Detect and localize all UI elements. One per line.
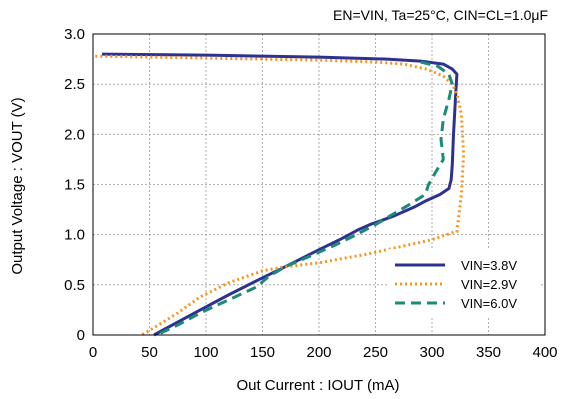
- legend-label-1: VIN=3.8V: [461, 258, 517, 273]
- x-tick-label: 400: [532, 344, 557, 361]
- y-tick-label: 2.5: [64, 76, 85, 93]
- y-tick-label: 0: [77, 327, 85, 344]
- y-tick-label: 1.5: [64, 177, 85, 194]
- series-line-3: [157, 60, 454, 337]
- legend-label-2: VIN=2.9V: [461, 277, 517, 292]
- condition-note: EN=VIN, Ta=25°C, CIN=CL=1.0μF: [333, 7, 548, 23]
- legend-label-3: VIN=6.0V: [461, 296, 517, 311]
- x-tick-label: 150: [250, 344, 275, 361]
- plot-frame: [92, 33, 546, 336]
- y-tick-label: 1.0: [64, 227, 85, 244]
- x-tick-label: 50: [141, 344, 158, 361]
- x-tick-label: 350: [476, 344, 501, 361]
- series-line-1: [101, 52, 459, 337]
- curves: [95, 52, 466, 337]
- y-axis-label: Output Voltage : VOUT (V): [9, 97, 26, 274]
- x-tick-label: 200: [306, 344, 331, 361]
- x-tick-label: 0: [89, 344, 97, 361]
- y-tick-labels: 0 0.5 1.0 1.5 2.0 2.5 3.0: [64, 26, 85, 344]
- series-line-2: [95, 54, 466, 337]
- x-axis-label: Out Current : IOUT (mA): [236, 377, 399, 394]
- y-tick-label: 3.0: [64, 26, 85, 43]
- y-tick-label: 0.5: [64, 277, 85, 294]
- legend-box: [389, 249, 541, 316]
- x-tick-label: 300: [419, 344, 444, 361]
- legend: VIN=3.8V VIN=2.9V VIN=6.0V: [389, 249, 541, 316]
- y-tick-label: 2.0: [64, 126, 85, 143]
- x-tick-label: 250: [363, 344, 388, 361]
- x-tick-labels: 0 50 100 150 200 250 300 350 400: [89, 344, 558, 361]
- x-tick-label: 100: [193, 344, 218, 361]
